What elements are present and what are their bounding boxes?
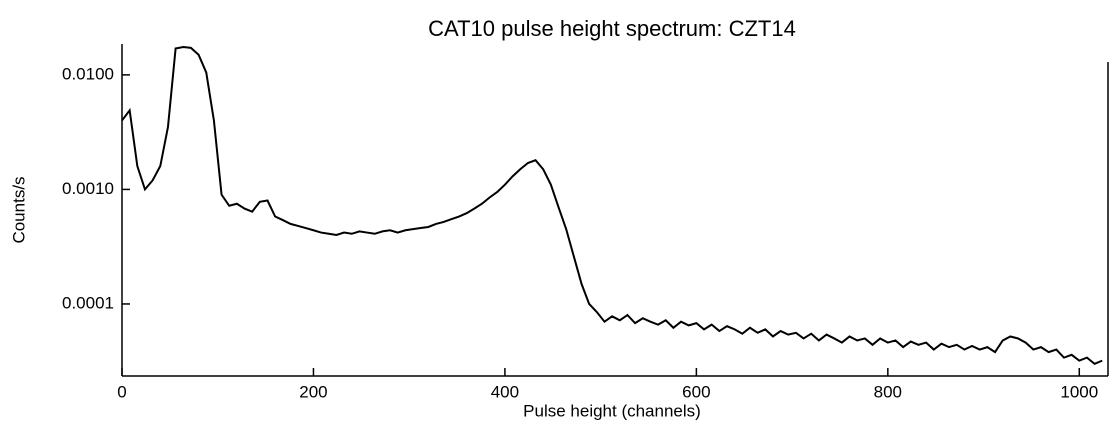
x-tick-label: 1000 xyxy=(1060,382,1098,401)
x-tick-label: 400 xyxy=(491,382,519,401)
y-tick-label: 0.0001 xyxy=(62,293,114,312)
y-axis-label: Counts/s xyxy=(9,176,28,243)
x-axis-label: Pulse height (channels) xyxy=(523,401,701,420)
x-tick-label: 600 xyxy=(682,382,710,401)
y-tick-label: 0.0100 xyxy=(62,64,114,83)
y-tick-label: 0.0010 xyxy=(62,179,114,198)
x-tick-label: 800 xyxy=(874,382,902,401)
data-line xyxy=(121,46,1103,366)
x-tick-label: 200 xyxy=(299,382,327,401)
x-tick-label: 0 xyxy=(117,382,126,401)
chart-title: CAT10 pulse height spectrum: CZT14 xyxy=(428,16,796,41)
